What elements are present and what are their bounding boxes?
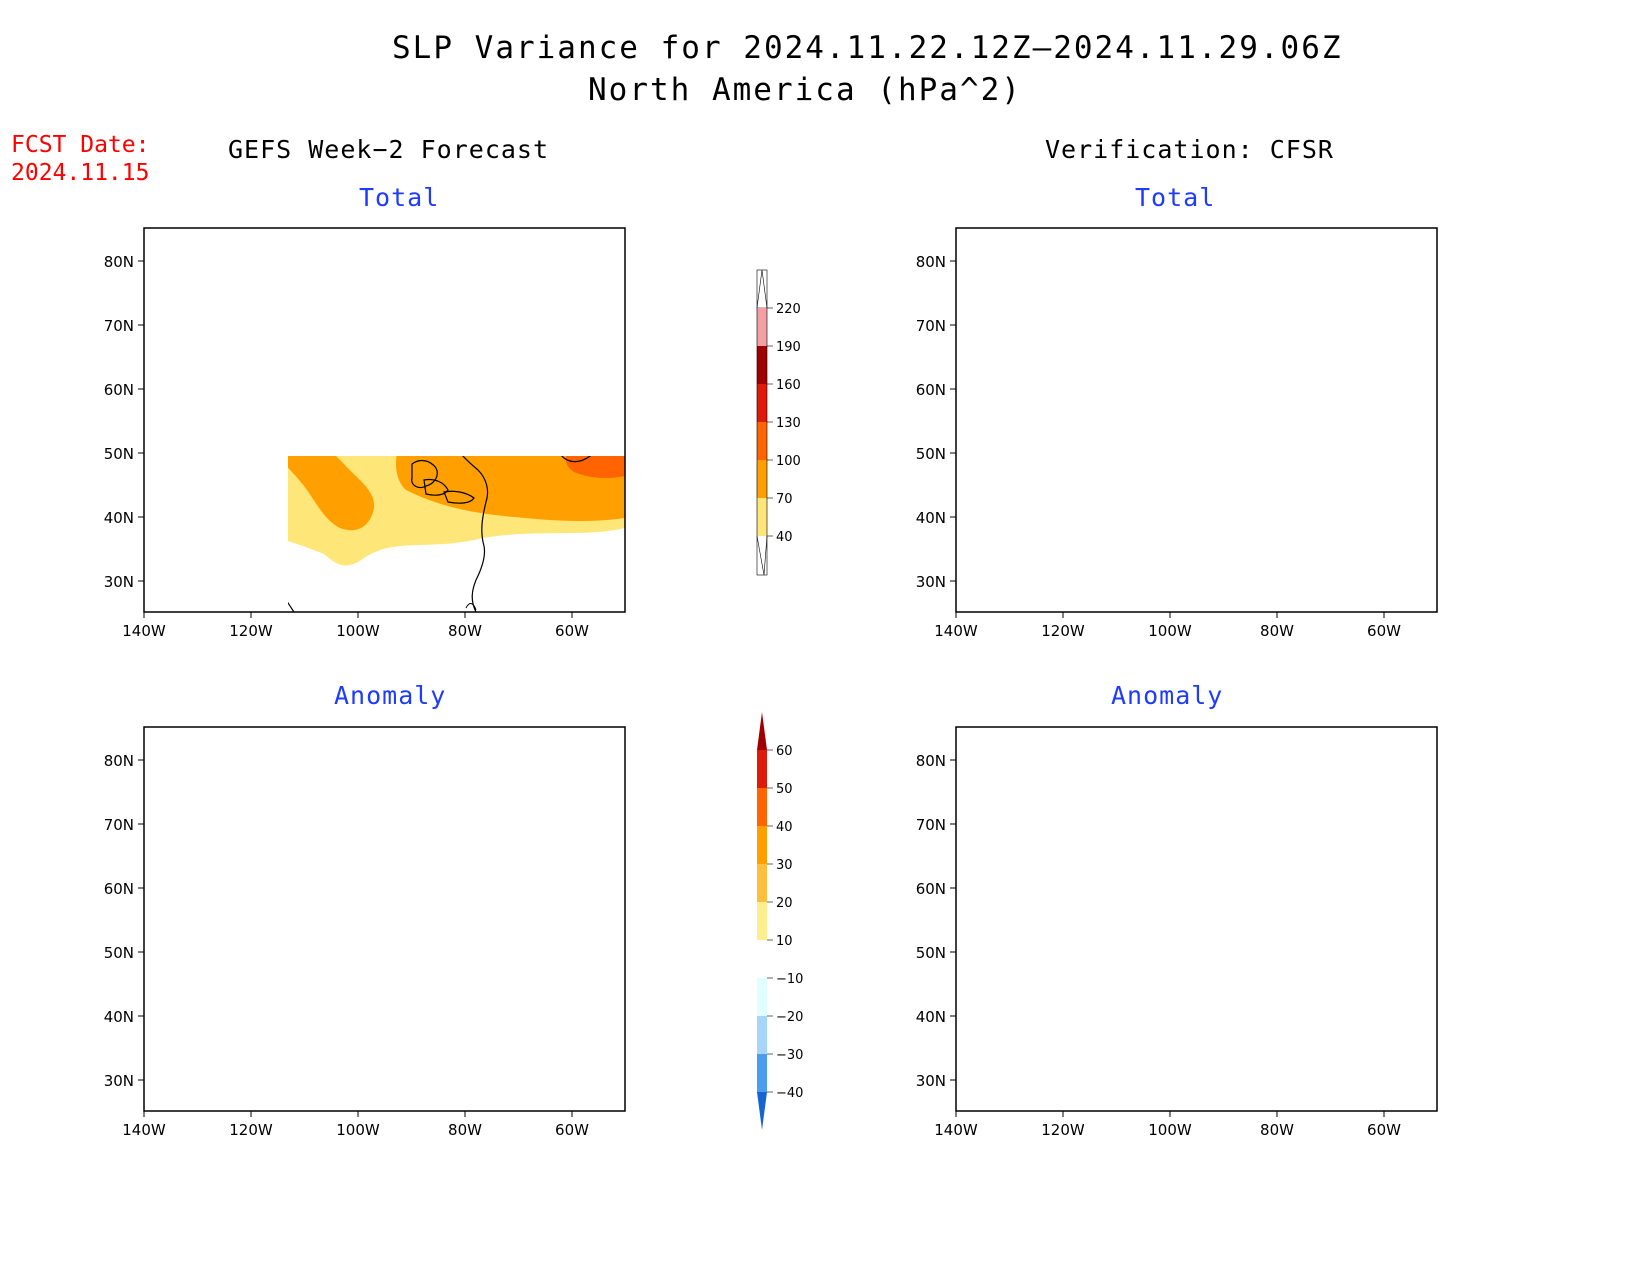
colorbar-label: 20 [776,896,793,911]
lon-tick-label: 60W [1367,1121,1401,1139]
lat-tick-label: 30N [104,573,134,591]
lon-tick-label: 120W [229,622,273,640]
lat-tick-label: 40N [104,1008,134,1026]
colorbar-label: 40 [776,530,793,545]
colorbar-swatch [757,1054,767,1092]
colorbar-swatch [757,978,767,1016]
lat-tick-label: 30N [104,1072,134,1090]
colorbar-swatch [757,788,767,826]
lat-tick-label: 30N [916,573,946,591]
lat-tick-label: 50N [104,445,134,463]
lat-tick-label: 60N [104,880,134,898]
forecast-anomaly-map [137,726,626,1118]
lon-tick-label: 140W [934,1121,978,1139]
colorbar-label: 60 [776,744,793,759]
anomaly-colorbar: 60 50 40 30 20 10 −10 −20 −30 −40 [757,712,803,1130]
fcst-date-label: FCST Date: [11,132,150,158]
colorbar-swatch [757,826,767,864]
lon-tick-label: 140W [122,622,166,640]
figure-title-line2: North America (hPa^2) [588,72,1022,108]
lon-tick-label: 120W [229,1121,273,1139]
colorbar-swatch [757,864,767,902]
colorbar-label: 40 [776,820,793,835]
forecast-column-title: GEFS Week−2 Forecast [228,135,550,164]
lat-tick-label: 60N [916,381,946,399]
colorbar-label: 50 [776,782,793,797]
lon-tick-label: 60W [555,622,589,640]
lat-tick-label: 40N [104,509,134,527]
colorbar-swatch [757,1016,767,1054]
colorbar-label: 70 [776,492,793,507]
lat-tick-label: 80N [104,752,134,770]
colorbar-swatch [757,346,767,384]
verification-anomaly-title: Anomaly [1111,681,1224,710]
verification-column-title: Verification: CFSR [1045,135,1334,164]
lat-tick-label: 50N [916,944,946,962]
colorbar-frame [756,269,768,576]
lon-tick-label: 140W [122,1121,166,1139]
colorbar-swatch [757,308,767,346]
lon-tick-label: 100W [1148,622,1192,640]
lon-tick-label: 80W [448,1121,482,1139]
colorbar-label: −40 [776,1086,803,1101]
lat-tick-label: 70N [916,816,946,834]
fcst-date-value: 2024.11.15 [11,160,150,186]
lat-tick-label: 40N [916,1008,946,1026]
colorbar-swatch [757,384,767,422]
colorbar-swatch [757,940,767,978]
lat-tick-label: 70N [104,317,134,335]
lat-tick-label: 50N [916,445,946,463]
lat-tick-label: 30N [916,1072,946,1090]
lon-tick-label: 60W [555,1121,589,1139]
colorbar-label: −20 [776,1010,803,1025]
colorbar-swatch [757,498,767,536]
lon-tick-label: 80W [1260,1121,1294,1139]
colorbar-swatch [757,422,767,460]
verification-anomaly-map [949,726,1438,1118]
colorbar-label: 100 [776,454,801,469]
forecast-total-title: Total [359,183,440,212]
lon-tick-label: 100W [336,622,380,640]
colorbar-swatch [757,902,767,940]
lon-tick-label: 100W [336,1121,380,1139]
lon-tick-label: 60W [1367,622,1401,640]
forecast-anomaly-title: Anomaly [334,681,447,710]
lon-tick-label: 80W [1260,622,1294,640]
colorbar-label: 160 [776,378,801,393]
lat-tick-label: 70N [104,816,134,834]
lon-tick-label: 120W [1041,1121,1085,1139]
colorbar-label: 30 [776,858,793,873]
colorbar-label: 130 [776,416,801,431]
colorbar-label: −30 [776,1048,803,1063]
figure-title-line1: SLP Variance for 2024.11.22.12Z—2024.11.… [392,30,1343,66]
lat-tick-label: 50N [104,944,134,962]
total-colorbar: 220 190 160 130 100 70 40 [756,269,801,576]
colorbar-swatch [757,460,767,498]
lat-tick-label: 80N [104,253,134,271]
colorbar-label: 190 [776,340,801,355]
colorbar-label: −10 [776,972,803,987]
lat-tick-label: 70N [916,317,946,335]
lon-tick-label: 120W [1041,622,1085,640]
lon-tick-label: 100W [1148,1121,1192,1139]
lat-tick-label: 60N [916,880,946,898]
colorbar-label: 220 [776,302,801,317]
lat-tick-label: 40N [916,509,946,527]
colorbar-swatch [757,750,767,788]
lat-tick-label: 60N [104,381,134,399]
forecast-total-map [137,227,626,619]
verification-total-map [949,227,1438,619]
lon-tick-label: 80W [448,622,482,640]
colorbar-label: 10 [776,934,793,949]
lat-tick-label: 80N [916,752,946,770]
map-tick-labels: 140W 120W 100W 80W 60W 80N 70N 60N 50N 40N 30N 140W… [104,253,1401,1139]
lon-tick-label: 140W [934,622,978,640]
lat-tick-label: 80N [916,253,946,271]
verification-total-title: Total [1135,183,1216,212]
